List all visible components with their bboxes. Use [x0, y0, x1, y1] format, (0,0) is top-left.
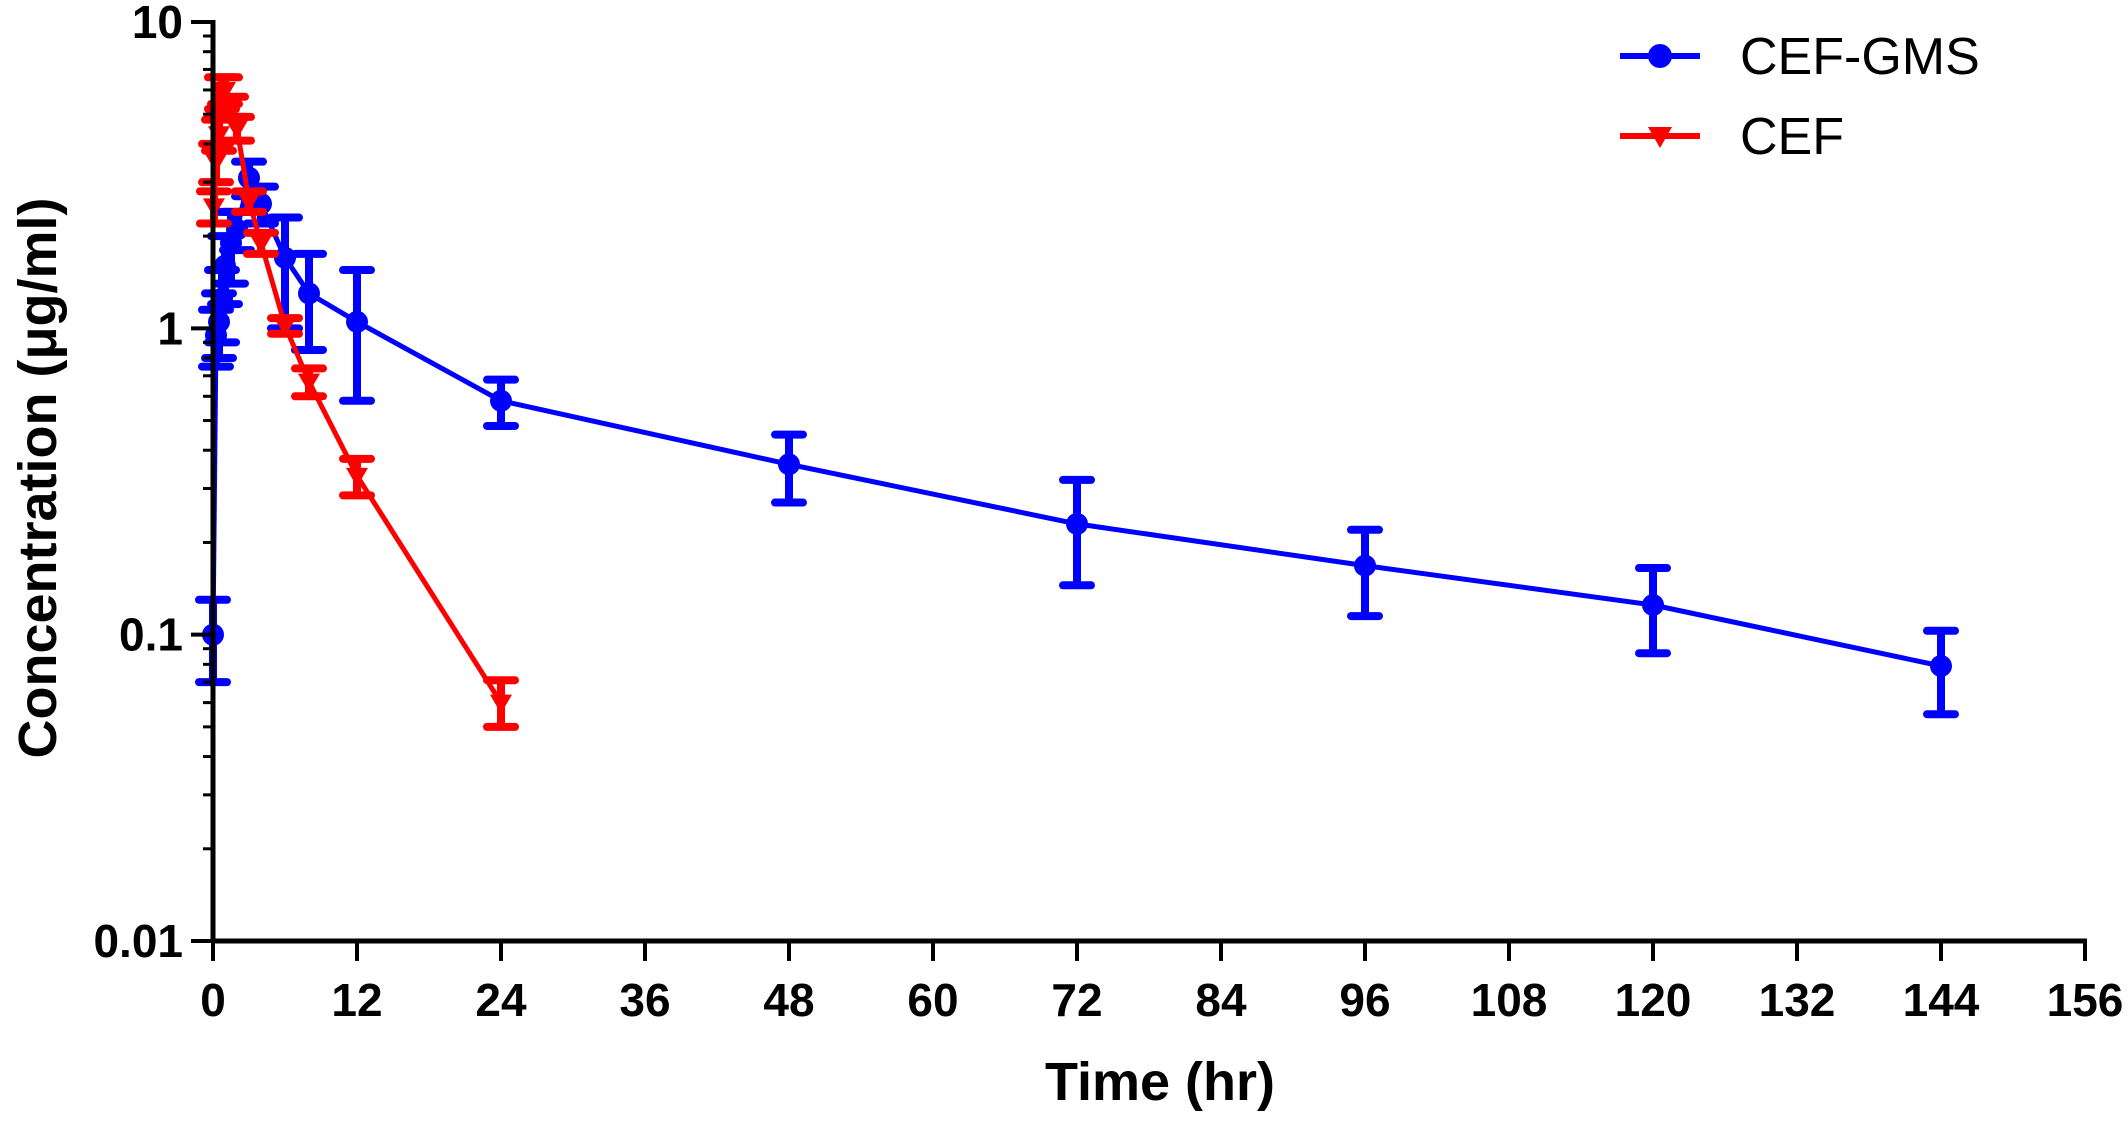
data-point	[778, 453, 800, 476]
plot-area	[195, 73, 1959, 731]
y-tick-label: 10	[132, 0, 183, 48]
x-tick-label: 48	[763, 974, 814, 1026]
legend-marker	[1648, 127, 1672, 148]
series-line	[210, 175, 1942, 669]
series-cef-gms	[195, 157, 1959, 719]
x-tick-label: 0	[200, 974, 226, 1026]
y-tick-label: 0.1	[119, 609, 183, 661]
data-point	[226, 120, 248, 140]
x-axis-title: Time (hr)	[1045, 1052, 1275, 1112]
data-point	[274, 317, 296, 337]
data-point	[238, 193, 260, 213]
y-tick-label: 0.01	[93, 915, 183, 967]
x-tick-label: 36	[619, 974, 670, 1026]
data-point	[238, 166, 260, 189]
data-point	[211, 287, 233, 310]
x-tick-label: 132	[1759, 974, 1836, 1026]
y-tick-label: 1	[157, 302, 183, 354]
data-point	[1354, 554, 1376, 577]
axes: 0 12 24 36 48 60 72 84 96 108 120 132 144 156 0.01 0.1 1…	[93, 0, 2123, 1026]
legend-label: CEF	[1740, 108, 1844, 166]
x-tick-label: 144	[1903, 974, 1980, 1026]
data-point	[274, 246, 296, 269]
data-point	[346, 310, 368, 333]
x-tick-label: 24	[475, 974, 527, 1026]
x-tick-label: 72	[1051, 974, 1102, 1026]
data-point	[214, 254, 236, 277]
data-point	[220, 98, 242, 118]
data-point	[250, 234, 272, 254]
x-tick-label: 60	[907, 974, 958, 1026]
y-axis-title: Concentration (μg/ml)	[8, 197, 68, 758]
x-tick-label: 156	[2047, 974, 2124, 1026]
data-point	[1642, 593, 1664, 616]
data-point	[298, 282, 320, 305]
data-point	[214, 81, 236, 101]
x-tick-label: 120	[1615, 974, 1692, 1026]
legend-marker	[1648, 44, 1672, 68]
data-point	[298, 373, 320, 393]
data-point	[490, 389, 512, 412]
x-tick-label: 12	[331, 974, 382, 1026]
x-tick-label: 84	[1195, 974, 1247, 1026]
legend-label: CEF-GMS	[1740, 28, 1980, 86]
data-point	[205, 153, 227, 173]
x-tick-label: 96	[1339, 974, 1390, 1026]
legend: CEF-GMS CEF	[1620, 28, 1980, 166]
data-point	[346, 467, 368, 487]
x-tick-label: 108	[1471, 974, 1548, 1026]
data-point	[490, 694, 512, 714]
data-point	[1930, 655, 1952, 678]
data-point	[1066, 512, 1088, 535]
